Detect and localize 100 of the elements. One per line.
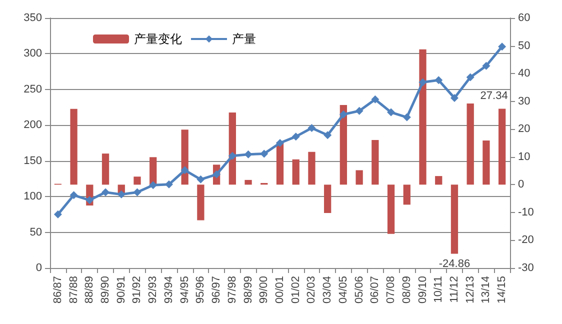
x-tick-label: 13/14 [480, 276, 492, 304]
legend-label: 产量 [232, 32, 256, 46]
y2-tick-label: 50 [518, 40, 530, 52]
bar [324, 184, 332, 213]
data-label: -24.86 [438, 258, 470, 270]
y2-tick-label: -10 [518, 206, 534, 218]
point [54, 210, 62, 218]
x-tick-label: 91/92 [131, 276, 144, 304]
x-tick-label: 98/99 [242, 276, 254, 304]
y2-tick-label: 20 [518, 123, 530, 136]
x-tick-label: 04/05 [337, 276, 350, 304]
bar [356, 170, 363, 185]
y2-tick-label: 60 [518, 12, 530, 24]
x-tick-label: 10/11 [432, 276, 445, 303]
data-label: 27.34 [480, 90, 508, 102]
x-tick-label: 93/94 [162, 276, 175, 304]
point [402, 113, 411, 122]
bar [498, 108, 506, 185]
bar [197, 184, 204, 220]
point [212, 170, 221, 178]
y-tick-label: 150 [24, 154, 42, 167]
point [149, 181, 158, 190]
bar [403, 184, 410, 205]
x-tick-label: 88/89 [84, 276, 96, 304]
bar [419, 49, 426, 185]
bar [102, 154, 110, 185]
bar [292, 159, 300, 185]
point [418, 78, 427, 86]
x-tick-label: 97/98 [226, 276, 238, 304]
bar [228, 112, 236, 185]
legend-label: 产量变化 [134, 32, 182, 46]
y2-tick-label: -20 [518, 234, 534, 246]
point [434, 76, 443, 84]
point [371, 95, 380, 104]
y-tick-label: 250 [24, 83, 42, 96]
y-tick-label: 300 [24, 48, 42, 60]
y-tick-label: 200 [24, 119, 42, 132]
y-tick-label: 350 [24, 12, 42, 24]
point [180, 166, 189, 174]
y-tick-label: 100 [24, 190, 42, 203]
x-tick-label: 00/01 [274, 276, 286, 304]
bar [244, 180, 252, 185]
x-tick-label: 11/12 [448, 276, 460, 303]
point [482, 62, 490, 70]
x-tick-label: 14/15 [496, 276, 508, 304]
point [117, 190, 126, 198]
bar [134, 176, 141, 185]
point [244, 150, 252, 158]
y-tick-label: 0 [36, 262, 42, 274]
point [466, 73, 474, 82]
x-tick-label: 09/10 [416, 276, 429, 304]
x-tick-label: 94/95 [178, 276, 191, 304]
point [355, 106, 364, 115]
bar [308, 152, 316, 185]
point [196, 175, 205, 184]
bar [482, 140, 490, 185]
point [86, 196, 94, 204]
x-tick-label: 01/02 [290, 276, 302, 304]
point [260, 150, 268, 158]
bar [372, 140, 379, 185]
x-tick-label: 02/03 [306, 276, 318, 304]
y2-tick-label: 30 [518, 95, 530, 108]
x-tick-label: 99/00 [258, 276, 270, 304]
x-tick-label: 07/08 [385, 276, 398, 304]
x-tick-label: 89/90 [100, 276, 112, 304]
point [324, 131, 332, 140]
y2-tick-label: 40 [518, 68, 530, 80]
x-tick-label: 96/97 [210, 276, 223, 304]
x-tick-label: 12/13 [464, 276, 476, 304]
bar [435, 176, 442, 185]
bar [387, 184, 395, 234]
point [102, 188, 110, 196]
y2-tick-label: 10 [518, 150, 530, 163]
x-tick-label: 06/07 [369, 276, 382, 304]
y-tick-label: 50 [30, 226, 42, 238]
point [70, 191, 78, 200]
bar [450, 184, 458, 254]
bar [466, 104, 474, 185]
point [133, 188, 142, 196]
x-tick-label: 87/88 [68, 276, 80, 304]
point [292, 132, 300, 141]
point [308, 124, 316, 132]
point [276, 139, 284, 147]
x-tick-label: 92/93 [147, 276, 160, 304]
point [387, 108, 396, 116]
x-tick-label: 95/96 [194, 276, 207, 304]
point [228, 152, 236, 160]
bar [150, 157, 157, 185]
x-tick-label: 08/09 [400, 276, 413, 304]
bar [340, 104, 348, 185]
point [339, 110, 348, 118]
point [498, 42, 506, 51]
y2-tick-label: 0 [518, 178, 524, 191]
x-tick-label: 05/06 [353, 276, 366, 304]
point [450, 94, 458, 102]
x-tick-label: 03/04 [322, 276, 334, 304]
y2-tick-label: -30 [518, 262, 534, 274]
x-tick-label: 86/87 [52, 276, 64, 304]
x-tick-label: 90/91 [115, 276, 128, 304]
bar [70, 108, 78, 185]
